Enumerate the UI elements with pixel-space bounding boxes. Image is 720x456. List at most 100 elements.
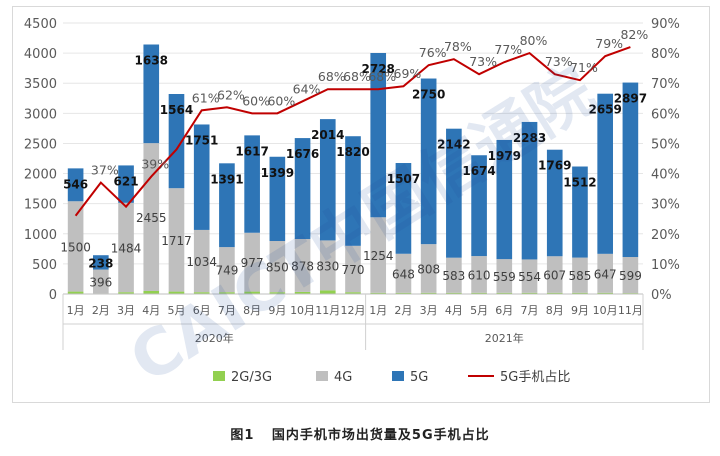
y-right-tick-label: 80% [651,47,680,62]
x-tick-label: 5月 [470,304,488,317]
bar-label-4g: 1717 [161,234,192,248]
bar-label-5g: 1676 [286,147,319,161]
share-line-label: 79% [595,36,623,51]
bar-label-5g: 621 [114,174,139,188]
bar-label-4g: 607 [543,269,566,283]
x-tick-label: 6月 [495,304,513,317]
share-line-label: 80% [520,33,548,48]
bar-label-4g: 808 [417,262,440,276]
bar-segment-5g [496,139,513,260]
bar-segment-5g [168,94,185,189]
x-tick-label: 3月 [420,304,438,317]
bar-segment-4g [420,244,437,293]
share-line-label: 69% [394,66,422,81]
x-tick-label: 8月 [546,304,564,317]
bar-label-4g: 648 [392,267,415,281]
bar-segment-4g [345,245,361,293]
figure-title: 国内手机市场出货量及5G手机占比 [271,428,490,443]
bar-label-4g: 770 [342,263,365,277]
bar-label-5g: 1399 [261,166,294,180]
bar-segment-5g [546,149,563,257]
x-tick-label: 1月 [369,304,387,317]
bar-label-4g: 977 [241,256,264,270]
y-right-tick-label: 40% [651,168,680,183]
bar-segment-4g [471,256,487,293]
bar-label-5g: 1512 [563,176,596,190]
bar-segment-5g [395,163,412,254]
y-right-tick-label: 90% [651,17,680,32]
bar-label-4g: 583 [442,269,465,283]
bar-segment-4g [193,229,210,293]
share-line-label: 60% [242,93,270,108]
share-line-label: 68% [368,69,396,84]
x-tick-label: 7月 [218,304,236,317]
bar-label-5g: 2014 [311,128,344,142]
bar-label-4g: 599 [619,269,642,283]
y-left-tick-label: 4000 [24,47,57,62]
y-right-tick-label: 60% [651,107,680,122]
bar-segment-4g [370,217,387,293]
bar-label-4g: 585 [569,269,592,283]
bar-segment-5g [597,93,613,254]
bar-label-5g: 1391 [210,172,243,186]
bar-segment-4g [546,256,563,293]
legend-swatch [392,371,404,381]
bar-segment-5g [244,135,260,233]
bar-segment-4g [168,188,185,292]
y-left-tick-label: 3000 [24,107,57,122]
bar-segment-5g [420,78,437,245]
share-line-label: 68% [318,69,346,84]
share-line-label: 39% [141,157,169,172]
share-line-label: 64% [293,81,321,96]
share-line-label: 78% [444,39,472,54]
bar-label-4g: 647 [594,267,617,281]
bar-label-4g: 1034 [186,255,217,269]
bar-segment-4g [67,201,84,292]
figure-caption: 图1 国内手机市场出货量及5G手机占比 [0,424,720,443]
bar-segment-2g3g [244,291,260,294]
y-right-tick-label: 30% [651,198,680,213]
share-line-label: 73% [469,54,497,69]
bar-label-5g: 1638 [135,53,168,67]
bar-segment-5g [294,138,311,240]
bar-segment-5g [93,255,109,270]
bar-segment-5g [345,136,361,246]
bar-label-5g: 1769 [538,159,571,173]
y-left-tick-label: 1000 [24,228,57,243]
bar-segment-4g [244,232,260,292]
bar-segment-4g [319,240,336,291]
y-right-tick-label: 0% [651,288,672,303]
bar-segment-5g [319,119,336,241]
bar-segment-2g3g [143,290,160,294]
x-tick-label: 2月 [92,304,110,317]
share-line-label: 68% [343,69,371,84]
x-axis: 1月 2月 3月 4月 5月 6月 7月 8月 9月 10月 11月 12月 1月 2月 3月 4月 5月 6月 7… [62,293,644,350]
bar-segment-4g [118,202,134,293]
bar-segment-2g3g [446,292,462,294]
bar-segment-4g [93,269,109,294]
y-right-tick-label: 50% [651,137,680,152]
bar-segment-5g [219,163,235,248]
bar-label-5g: 1507 [387,172,420,186]
chart-frame: 0 500 1000 1500 2000 2500 3000 3500 4000 4500 0% 1… [12,6,710,403]
x-group-label: 2020年 [195,331,234,345]
bar-label-5g: 2728 [362,62,395,76]
x-tick-label: 10月 [593,304,618,317]
share-line-label: 37% [91,163,119,178]
share-line-label: 71% [570,60,598,75]
y-axis-right: 0% 10% 20% 30% 40% 50% 60% 70% 80% 90% [651,17,680,303]
bar-segment-4g [269,241,286,293]
bar-segment-2g3g [572,292,588,294]
y-axis-left: 0 500 1000 1500 2000 2500 3000 3500 4000 4500 [24,17,57,303]
bar-segment-4g [572,257,588,293]
bar-segment-2g3g [345,292,361,294]
bar-segment-5g [471,155,487,257]
bar-label-4g: 554 [518,270,541,284]
x-tick-label: 5月 [167,304,185,317]
bar-label-4g: 850 [266,261,289,275]
y-left-tick-label: 500 [32,258,57,273]
x-tick-label: 12月 [341,304,366,317]
bar-label-4g: 830 [316,259,339,273]
bar-segment-4g [521,259,538,293]
bar-segment-5g [193,124,210,230]
